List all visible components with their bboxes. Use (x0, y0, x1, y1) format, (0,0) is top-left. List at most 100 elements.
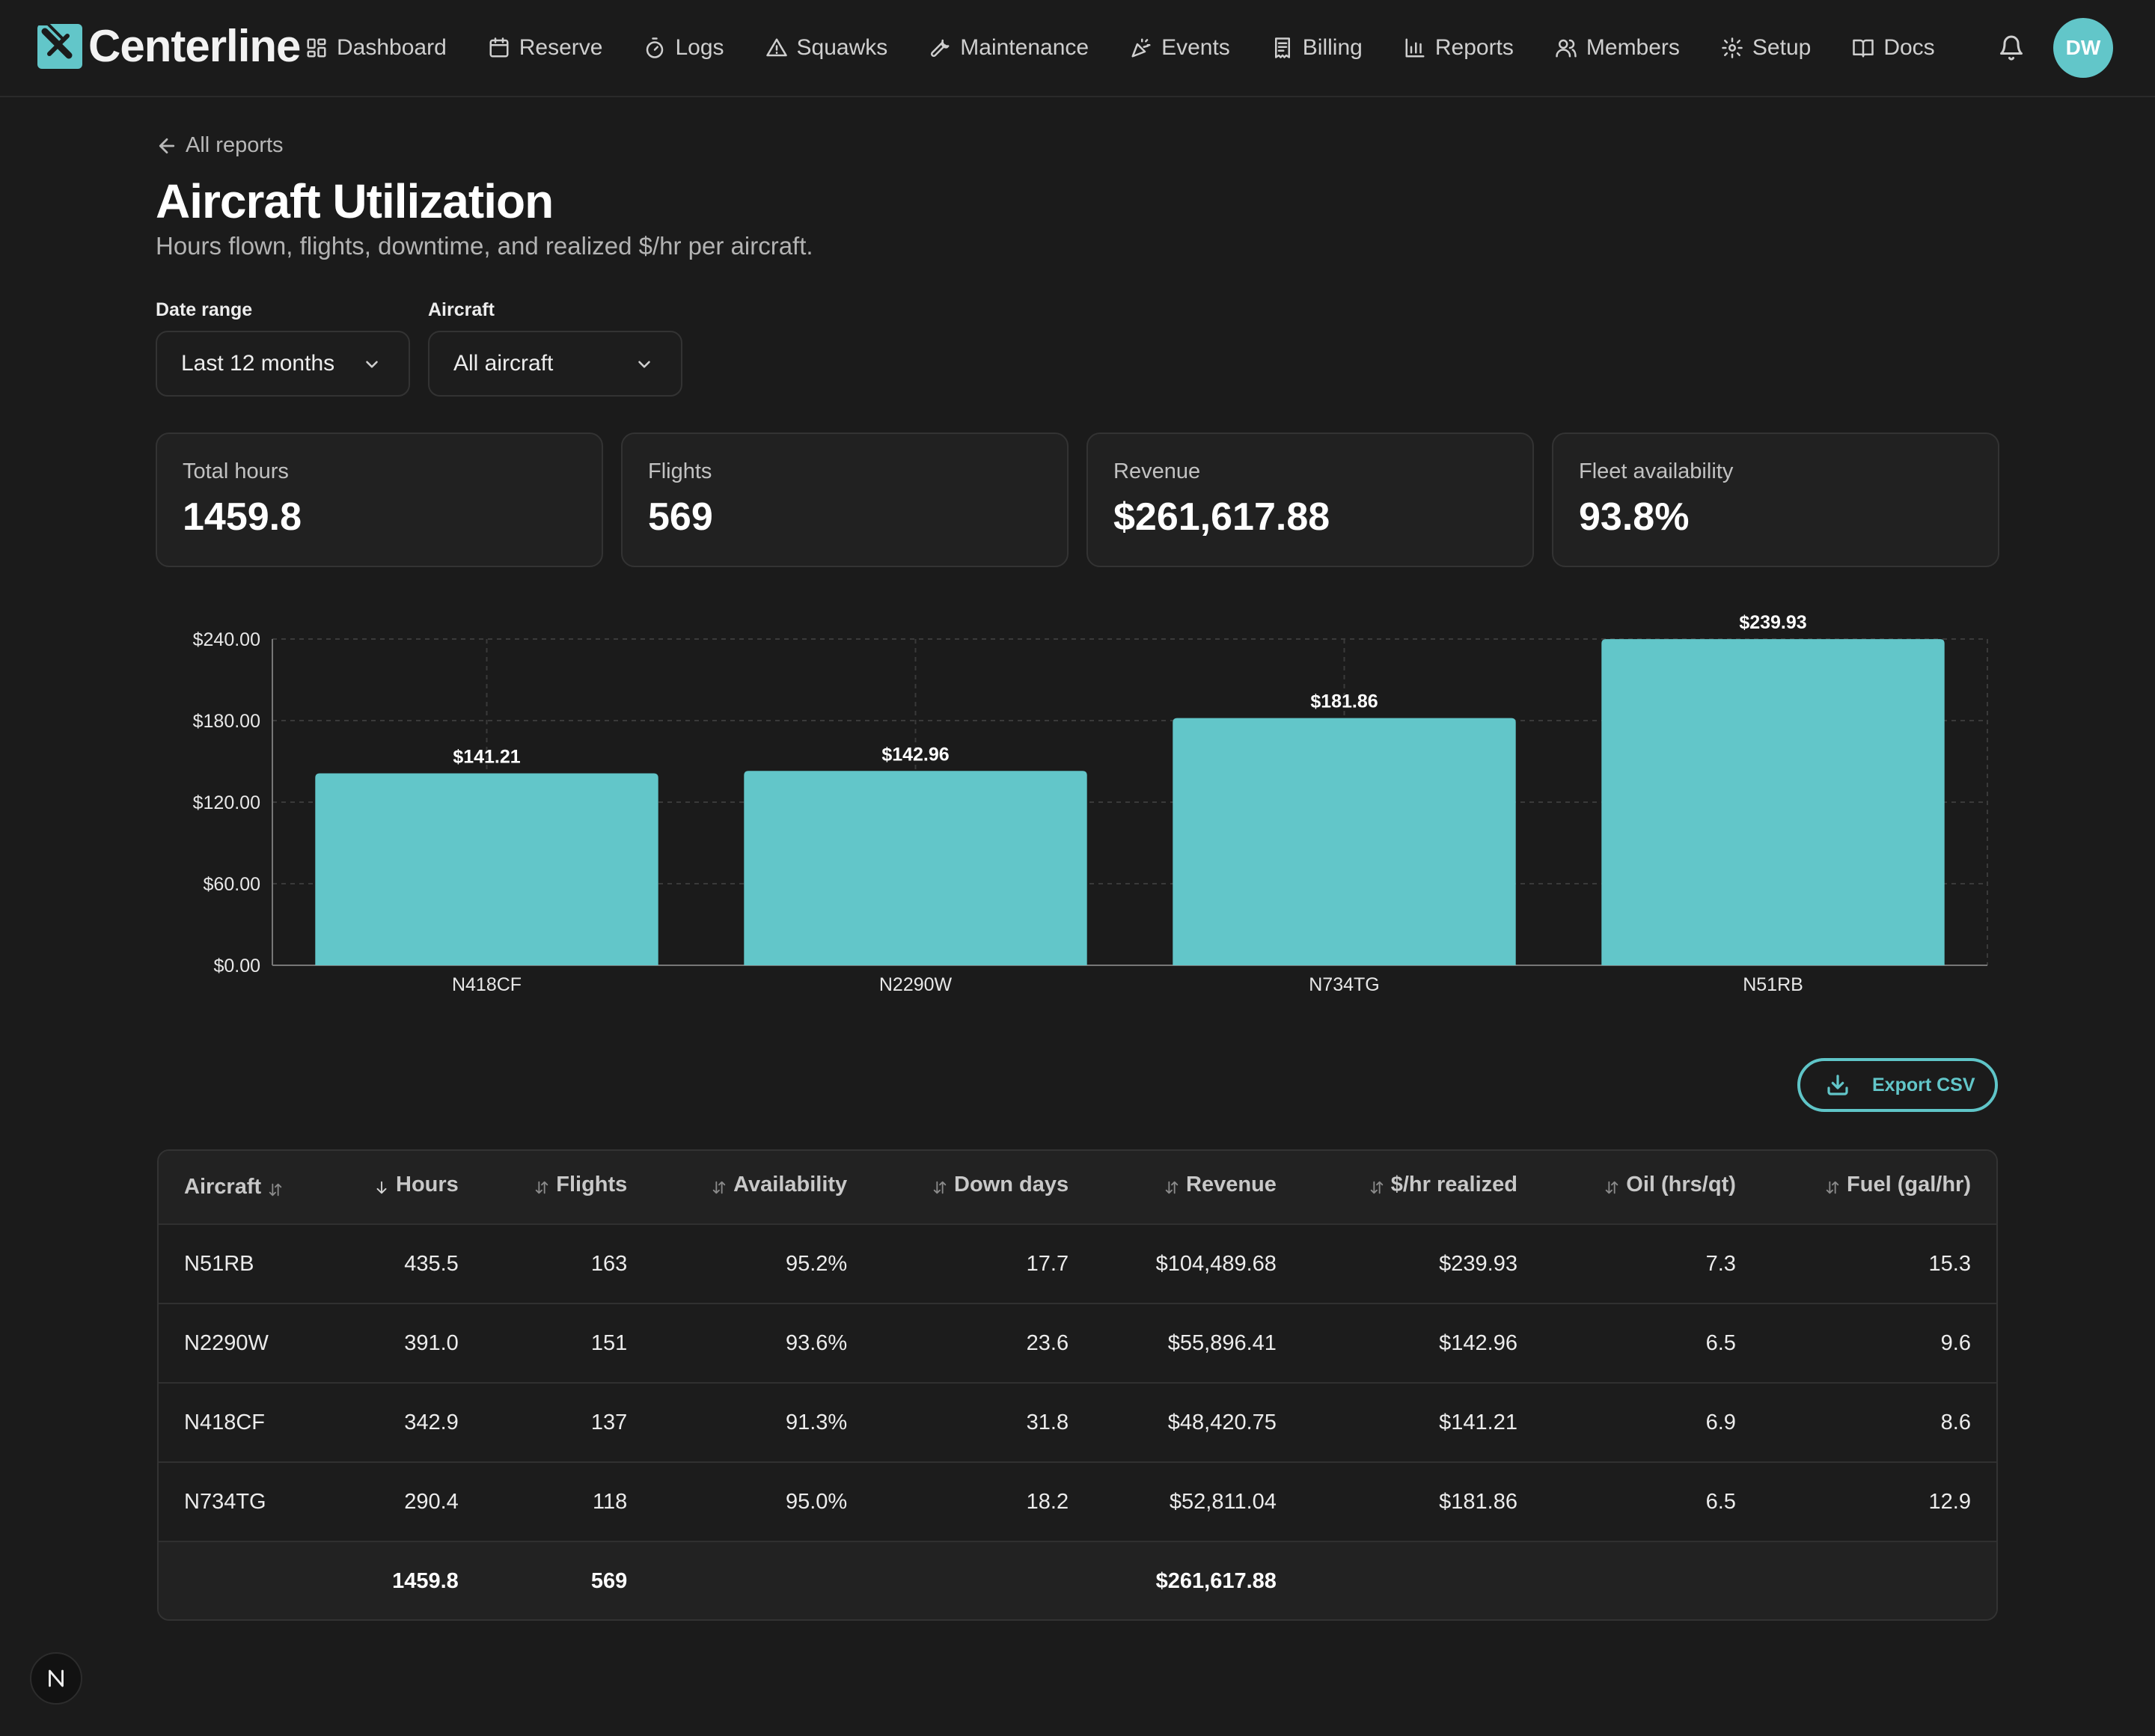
column-header[interactable]: Down days (872, 1151, 1094, 1224)
nav-maintenance[interactable]: Maintenance (929, 24, 1089, 72)
column-header-button[interactable]: Hours (373, 1173, 459, 1197)
x-tick-label: N51RB (1743, 974, 1803, 995)
dev-tools-badge[interactable] (30, 1652, 82, 1705)
bar-n51rb (1601, 639, 1945, 965)
bar-n734tg (1173, 718, 1516, 965)
nav-dashboard[interactable]: Dashboard (305, 24, 447, 72)
back-to-reports-link[interactable]: All reports (156, 133, 284, 158)
stat-label: Revenue (1113, 459, 1201, 483)
column-header-button[interactable]: Revenue (1164, 1173, 1277, 1197)
nav-setup[interactable]: Setup (1721, 24, 1811, 72)
y-tick-label: $120.00 (193, 792, 260, 813)
bar-value-label: $141.21 (453, 746, 520, 767)
column-header[interactable]: Oil (hrs/qt) (1543, 1151, 1761, 1224)
sort-desc-icon (373, 1177, 390, 1194)
total-cell (159, 1541, 334, 1619)
gear-icon (1722, 37, 1743, 58)
table-cell: 95.2% (785, 1251, 848, 1276)
column-header-label: Oil (hrs/qt) (1626, 1173, 1736, 1197)
bar-chart-icon (1405, 38, 1425, 58)
table-cell: 95.0% (785, 1489, 848, 1514)
sort-icon (932, 1177, 948, 1194)
table-cell: $141.21 (1439, 1410, 1517, 1434)
stat-value: 1459.8 (183, 495, 302, 539)
column-header-button[interactable]: $/hr realized (1369, 1173, 1517, 1197)
wrench-icon (931, 39, 950, 58)
stat-card-total-hours: Total hours 1459.8 (156, 433, 603, 567)
column-header-label: Aircraft (184, 1175, 262, 1199)
notifications-button[interactable] (1998, 34, 2025, 61)
column-header-button[interactable]: Aircraft (184, 1175, 284, 1199)
export-csv-button[interactable]: Export CSV (1797, 1058, 1998, 1112)
column-header-button[interactable]: Down days (932, 1173, 1069, 1197)
table-cell: N2290W (184, 1330, 269, 1355)
column-header-label: $/hr realized (1390, 1173, 1517, 1197)
nav-members[interactable]: Members (1555, 24, 1680, 72)
sort-icon (711, 1177, 727, 1194)
table-cell: 18.2 (1026, 1489, 1069, 1514)
table-cell: 391.0 (404, 1330, 459, 1355)
table-cell: 6.9 (1705, 1410, 1736, 1434)
framework-logo-icon (49, 1669, 64, 1687)
nav-dashboard-label: Dashboard (337, 35, 447, 60)
table-row: N734TG 290.4 118 95.0% 18.2 $52,811.04 $181.86… (159, 1462, 1996, 1541)
date-range-select[interactable]: Last 12 months (156, 331, 410, 397)
nav-reports-label: Reports (1434, 35, 1514, 60)
nav-reserve[interactable]: Reserve (488, 24, 602, 72)
column-header-button[interactable]: Fuel (gal/hr) (1824, 1173, 1971, 1197)
table-cell: 93.6% (785, 1330, 848, 1355)
y-tick-label: $180.00 (193, 711, 260, 732)
total-cell (652, 1541, 872, 1619)
column-header[interactable]: $/hr realized (1302, 1151, 1543, 1224)
table-cell: 91.3% (785, 1410, 848, 1434)
chevron-down-icon (366, 361, 378, 368)
user-avatar[interactable]: DW (2053, 18, 2113, 78)
stat-label: Flights (648, 459, 712, 483)
table-cell: 163 (590, 1251, 628, 1276)
page-title: Aircraft Utilization (156, 174, 554, 228)
nav-docs[interactable]: Docs (1852, 24, 1935, 72)
bar-n418cf (315, 773, 658, 965)
column-header[interactable]: Aircraft (159, 1151, 334, 1224)
arrow-left-icon (159, 138, 175, 153)
column-header-button[interactable]: Oil (hrs/qt) (1604, 1173, 1736, 1197)
aircraft-label: Aircraft (428, 299, 495, 320)
table-cell: 31.8 (1026, 1410, 1069, 1434)
dashboard-icon (307, 38, 326, 58)
aircraft-select[interactable]: All aircraft (428, 331, 682, 397)
bell-icon (2000, 35, 2023, 61)
column-header[interactable]: Revenue (1094, 1151, 1302, 1224)
sort-icon (1604, 1177, 1620, 1194)
stat-card-revenue: Revenue $261,617.88 (1086, 433, 1534, 567)
table-row: N51RB 435.5 163 95.2% 17.7 $104,489.68 $239.93… (159, 1224, 1996, 1303)
table-cell: $142.96 (1439, 1330, 1517, 1355)
logo-text: Centerline (88, 21, 301, 71)
table-cell: 6.5 (1705, 1330, 1736, 1355)
chevron-down-icon (638, 361, 650, 368)
stat-label: Total hours (183, 459, 289, 483)
export-csv-label: Export CSV (1872, 1074, 1975, 1095)
nav-reports[interactable]: Reports (1404, 24, 1514, 72)
table-cell: 290.4 (404, 1489, 459, 1514)
total-cell (1543, 1541, 1761, 1619)
nav-logs[interactable]: Logs (644, 24, 724, 72)
column-header-button[interactable]: Flights (534, 1173, 627, 1197)
column-header-label: Fuel (gal/hr) (1847, 1173, 1971, 1197)
column-header-label: Hours (396, 1173, 459, 1197)
table-cell: 8.6 (1940, 1410, 1971, 1434)
table-cell: 435.5 (404, 1251, 459, 1276)
column-header[interactable]: Flights (484, 1151, 652, 1224)
logo-icon (37, 22, 82, 69)
column-header[interactable]: Fuel (gal/hr) (1761, 1151, 1996, 1224)
nav-squawks[interactable]: Squawks (765, 24, 887, 72)
nav-events[interactable]: Events (1130, 24, 1230, 72)
logo[interactable]: Centerline (34, 21, 301, 72)
table-header-row: Aircraft Hours Flights Availability Down day… (159, 1151, 1996, 1224)
y-tick-label: $0.00 (213, 956, 260, 977)
table-cell: 9.6 (1940, 1330, 1971, 1355)
sort-icon (1824, 1177, 1841, 1194)
column-header[interactable]: Availability (652, 1151, 872, 1224)
nav-billing[interactable]: Billing (1271, 24, 1363, 72)
column-header[interactable]: Hours (334, 1151, 484, 1224)
column-header-button[interactable]: Availability (711, 1173, 847, 1197)
